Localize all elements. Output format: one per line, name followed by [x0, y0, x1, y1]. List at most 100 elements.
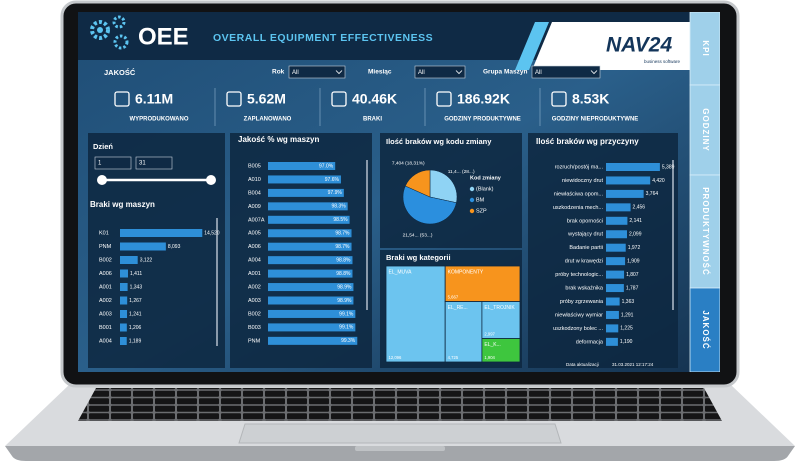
category-label: A002: [99, 298, 112, 304]
cell-value: 2,997: [484, 332, 495, 337]
bar: [268, 162, 336, 170]
filter-value: All: [292, 70, 299, 76]
bar: [120, 296, 128, 305]
filter-dropdown[interactable]: [414, 65, 466, 79]
kpi-icon: [226, 91, 242, 107]
category-label: próby zgrzewania: [560, 299, 604, 305]
category-label: B002: [99, 257, 112, 263]
value-label: 1,972: [628, 245, 641, 251]
cell-label: EL_TROJNIK: [484, 305, 515, 311]
value-label: 1,787: [626, 285, 639, 291]
bar: [606, 337, 618, 346]
tab[interactable]: [689, 287, 720, 372]
category-label: A004: [99, 338, 112, 344]
screen: OEE OVERALL EQUIPMENT EFFECTIVENESS NAV2…: [78, 12, 720, 372]
value-label: 2,099: [629, 232, 642, 238]
bar: [606, 243, 626, 252]
category-label: niewłaściwa opom...: [554, 191, 604, 197]
kpi-icon: [551, 91, 567, 107]
day-from-input[interactable]: [94, 156, 132, 170]
bar: [606, 297, 620, 306]
treemap-cell: [385, 265, 446, 363]
kpi-label: ZAPLANOWANO: [244, 117, 292, 123]
bar: [268, 188, 344, 197]
dropdown-chevron: [455, 70, 463, 75]
cell-label: EL_MUVA: [389, 269, 413, 275]
tab-label: KPI: [701, 40, 710, 56]
category-label: próby technologic...: [555, 272, 603, 278]
category-label: rozruch/postój ma...: [555, 164, 604, 170]
footer-timestamp: 31.03.2021 12:17:24: [612, 362, 654, 367]
bar: [606, 284, 624, 293]
value-label: 1,909: [627, 258, 640, 264]
filter-dropdown[interactable]: [288, 65, 346, 79]
cell-value: 1,904: [484, 355, 495, 360]
value-label: 4,420: [652, 178, 665, 184]
kpi-label: WYPRODUKOWANO: [130, 117, 189, 123]
chart-title: Ilość braków wg kodu zmiany: [386, 137, 492, 146]
category-label: A010: [248, 177, 261, 183]
tab[interactable]: [689, 174, 720, 289]
value-label: 1,411: [130, 271, 142, 277]
legend-title: Kod zmiany: [470, 175, 502, 181]
day-slider-handle[interactable]: [206, 175, 216, 185]
bar: [268, 202, 348, 211]
treemap-cell: [444, 301, 483, 363]
value-label: 1,291: [621, 312, 634, 318]
category-label: niewłaściwy wymiar: [555, 312, 603, 318]
day-to: 31: [139, 161, 146, 167]
day-from: 1: [98, 161, 102, 167]
kpi-label: BRAKI: [363, 117, 382, 123]
category-label: drut w krawędzi: [565, 259, 603, 265]
category-label: A003: [248, 298, 261, 304]
value-label: 98.8%: [336, 271, 351, 277]
value-label: 99.3%: [341, 338, 356, 344]
bar: [606, 257, 626, 266]
tab[interactable]: [689, 12, 720, 86]
value-label: 1,807: [626, 272, 639, 278]
brand-tagline: business software: [644, 59, 681, 64]
category-label: A005: [248, 231, 261, 237]
value-label: 98.7%: [335, 231, 350, 237]
slice-label: 7,404 (18,31%): [392, 161, 425, 167]
value-label: 1,363: [622, 299, 635, 305]
category-label: A001: [99, 284, 112, 290]
bar: [606, 203, 631, 212]
legend-label: (Blank): [476, 186, 494, 192]
filter-label: Miesiąc: [368, 69, 392, 76]
category-label: B004: [248, 190, 261, 196]
scrollbar[interactable]: [672, 160, 674, 310]
header-stripe: [515, 22, 549, 70]
category-label: deformacja: [576, 339, 604, 345]
gear-icon: [113, 34, 129, 50]
scrollbar[interactable]: [216, 218, 218, 346]
chart-title: Braki wg maszyn: [90, 200, 155, 209]
value-label: 1,225: [620, 326, 633, 332]
gear-icon: [90, 20, 110, 40]
bar: [120, 242, 166, 251]
category-label: A004: [248, 258, 261, 264]
day-slider-handle[interactable]: [97, 175, 107, 185]
bar: [268, 336, 358, 345]
legend-swatch: [469, 186, 475, 192]
value-label: 1,189: [129, 338, 142, 344]
day-to-input[interactable]: [135, 156, 173, 170]
brand-logo: NAV24: [606, 34, 672, 57]
bar: [120, 337, 127, 345]
bar: [268, 175, 341, 184]
scrollbar[interactable]: [366, 160, 368, 310]
category-label: Badanie partii: [569, 245, 603, 251]
value-label: 98.7%: [335, 244, 350, 250]
keyboard: [78, 388, 722, 421]
kpi-label: GODZINY PRODUKTYWNE: [444, 117, 521, 123]
filter-label: Rok: [272, 69, 285, 76]
kpi-value: 186.92K: [457, 91, 510, 107]
kpi-value: 5.62M: [247, 91, 286, 107]
category-label: A003: [99, 311, 112, 317]
filter-dropdown[interactable]: [531, 65, 601, 79]
bar: [120, 269, 128, 278]
page-label: JAKOŚĆ: [104, 68, 136, 77]
cell-value: 4,725: [448, 355, 459, 360]
tab[interactable]: [689, 84, 720, 176]
value-label: 99.1%: [339, 325, 354, 331]
